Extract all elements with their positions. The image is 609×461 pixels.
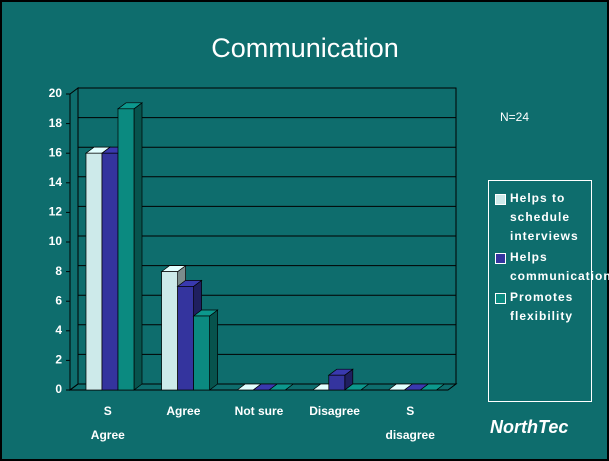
bar [101,152,119,391]
legend-label: Promotes flexibility [510,290,574,323]
legend-entry: Helps communication [495,248,609,286]
logo: NorthTec [490,417,568,437]
legend-label: Helps to schedule interviews [510,191,579,243]
bar-top [343,383,370,391]
annotation: N=24 [500,110,529,124]
legend-swatch [495,194,506,205]
bar-top [268,383,295,391]
x-tick-label: Agree [166,404,200,418]
bar-side [133,102,143,391]
y-tick-label: 10 [49,234,63,248]
y-tick-label: 0 [55,382,62,396]
y-tick-label: 16 [49,145,63,159]
bar [85,152,103,391]
x-tick-label: S Agree [91,404,125,442]
chart-title: Communication [211,33,399,63]
x-tick-label: Disagree [309,404,360,418]
legend-swatch [495,293,506,304]
bar [328,374,346,391]
bar [193,315,210,391]
y-tick-label: 4 [55,323,62,337]
x-tick-label: Not sure [235,404,284,418]
y-tick-label: 20 [49,86,63,100]
y-tick-label: 18 [49,116,63,130]
legend-label: Helps communication [510,250,609,283]
y-tick-label: 12 [49,205,63,219]
legend-entry: Helps to schedule interviews [495,189,585,246]
bar [177,286,194,391]
y-tick-label: 6 [55,293,62,307]
bar [117,108,135,391]
y-tick-label: 8 [55,264,62,278]
bar-top [419,383,446,391]
y-tick-label: 14 [49,175,63,189]
legend: Helps to schedule interviews Helps commun… [488,180,609,402]
y-tick-label: 2 [55,353,62,367]
legend-swatch [495,253,506,264]
bar-side [209,309,218,391]
legend-entry: Promotes flexibility [495,288,585,326]
bar [161,271,178,391]
